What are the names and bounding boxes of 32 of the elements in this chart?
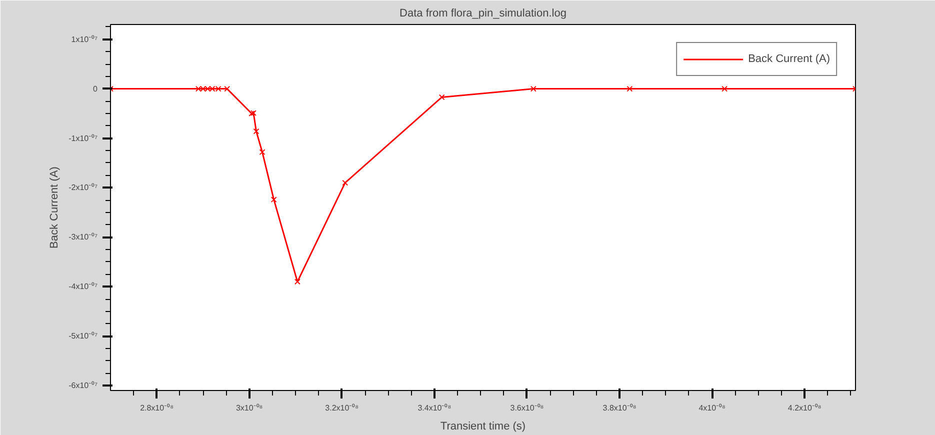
x-axis-title: Transient time (s) xyxy=(440,420,526,432)
point xyxy=(248,110,255,116)
x-tick-label: 3.2x10⁻⁰⁸ xyxy=(325,404,359,412)
x-tick-label: 3x10⁻⁰⁸ xyxy=(236,404,263,412)
point xyxy=(722,86,728,92)
y-tick-label: -2x10⁻⁰⁷ xyxy=(68,183,98,192)
y-tick-label: 0 xyxy=(93,84,98,94)
point xyxy=(294,278,300,285)
point xyxy=(224,86,230,92)
x-tick-label: 3.6x10⁻⁰⁸ xyxy=(510,404,544,412)
point xyxy=(342,180,348,186)
x-tick-label: 4.2x10⁻⁰⁸ xyxy=(788,404,822,412)
y-tick-label: -1x10⁻⁰⁷ xyxy=(68,134,98,143)
point xyxy=(250,110,256,116)
point xyxy=(438,94,445,100)
point xyxy=(253,128,260,134)
point xyxy=(259,149,266,156)
y-tick-label: -6x10⁻⁰⁷ xyxy=(68,381,98,390)
y-tick-label: -4x10⁻⁰⁷ xyxy=(68,282,98,292)
x-tick-label: 4x10⁻⁰⁸ xyxy=(698,404,726,412)
point xyxy=(626,86,633,92)
y-tick-label: -5x10⁻⁰⁷ xyxy=(68,332,98,341)
x-tick-label: 3.8x10⁻⁰⁸ xyxy=(602,404,636,412)
text: Back Current (A) xyxy=(748,53,830,65)
chart-title: Data from flora_pin_simulation.log xyxy=(400,8,566,20)
x-tick-label: 2.8x10⁻⁰⁸ xyxy=(140,404,174,412)
x-tick-label: 3.4x10⁻⁰⁸ xyxy=(418,404,452,412)
y-tick-label: -3x10⁻⁰⁷ xyxy=(68,232,98,242)
point xyxy=(270,196,277,203)
point xyxy=(530,86,536,92)
y-axis-title: Back Current (A) xyxy=(48,166,61,248)
y-tick-label: 1x10⁻⁰⁷ xyxy=(71,34,98,44)
